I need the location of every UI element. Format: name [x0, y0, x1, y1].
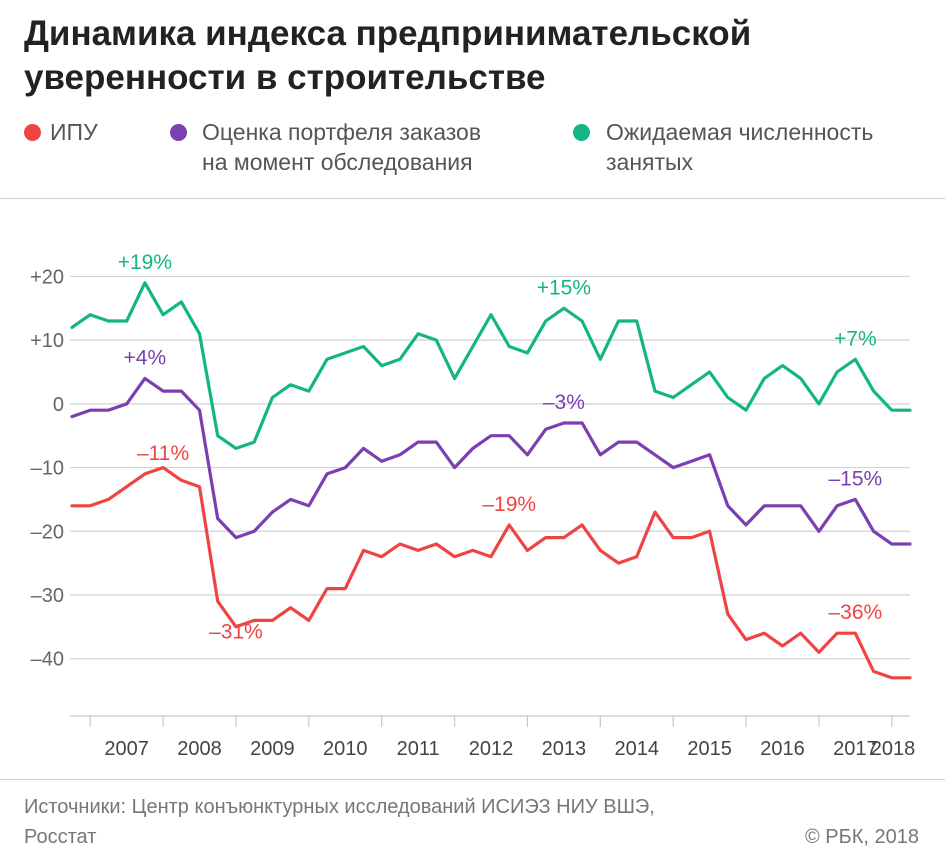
y-tick-label: –20	[31, 521, 64, 543]
data-label: –11%	[137, 442, 189, 465]
x-tick-label: 2016	[760, 738, 805, 760]
data-label: –3%	[543, 391, 585, 414]
y-tick-label: +20	[30, 266, 64, 288]
legend-label-employment-line-2: занятых	[606, 149, 694, 175]
data-label: –19%	[482, 493, 536, 516]
line-chart: +20 +10 0 –10 –20 –30 –40 2007 2008 2009 2010 2011…	[30, 251, 915, 760]
data-annotations: +19% +15% +7% +4% –3% –15% –11% –31% –19% –36%	[118, 251, 882, 644]
legend-label-employment: Ожидаемая численность занятых	[606, 117, 873, 177]
legend-marker-employment	[573, 124, 590, 141]
legend-label-orders-line-2: на момент обследования	[202, 149, 473, 175]
legend-label-ipu: ИПУ	[50, 117, 98, 147]
chart-title-line-2: уверенности в строительстве	[24, 58, 546, 97]
legend-label-orders: Оценка портфеля заказов на момент обслед…	[202, 117, 481, 177]
x-tick-label: 2009	[250, 738, 295, 760]
x-tick-label: 2011	[397, 738, 440, 760]
y-tick-label: –40	[31, 649, 64, 671]
x-tick-label: 2014	[614, 738, 659, 760]
source-line-1: Источники: Центр конъюнктурных исследова…	[24, 796, 655, 818]
series-line-1	[70, 376, 912, 546]
legend-label-orders-line-1: Оценка портфеля заказов	[202, 119, 482, 145]
x-tick-label: 2007	[104, 738, 149, 760]
y-axis-labels: +20 +10 0 –10 –20 –30 –40	[30, 266, 64, 670]
x-tick-label: 2008	[177, 738, 222, 760]
chart-title-line-1: Динамика индекса предпринимательской	[24, 14, 752, 53]
data-label: –15%	[828, 467, 882, 490]
bottom-divider	[0, 779, 945, 780]
source-line-2: Росстат	[24, 826, 97, 848]
data-label: +7%	[834, 327, 877, 350]
x-tick-label: 2010	[323, 738, 368, 760]
data-label: +4%	[124, 346, 167, 369]
data-label: +15%	[537, 276, 591, 299]
series-lines	[70, 281, 912, 680]
x-tick-label: 2017	[833, 738, 878, 760]
legend-label-ipu-line-1: ИПУ	[50, 119, 98, 145]
legend-marker-orders	[170, 124, 187, 141]
x-tick-label: 2015	[687, 738, 732, 760]
x-axis-ticks	[89, 716, 893, 727]
copyright: © РБК, 2018	[804, 826, 919, 848]
y-tick-label: –30	[31, 585, 64, 607]
data-label: +19%	[118, 251, 172, 274]
series-line-2	[70, 281, 912, 450]
legend-marker-ipu	[24, 124, 41, 141]
y-tick-label: +10	[30, 330, 64, 352]
legend-label-employment-line-1: Ожидаемая численность	[606, 119, 874, 145]
data-label: –36%	[828, 601, 882, 624]
x-axis-labels: 2007 2008 2009 2010 2011 2012 2013 2014 2015 2016…	[104, 738, 915, 760]
top-divider	[0, 198, 945, 199]
x-tick-label: 2013	[542, 738, 587, 760]
y-tick-label: –10	[31, 458, 64, 480]
x-tick-label: 2018	[871, 738, 916, 760]
source-note: Источники: Центр конъюнктурных исследова…	[24, 792, 655, 852]
y-tick-label: 0	[53, 394, 64, 416]
chart-title: Динамика индекса предпринимательской уве…	[24, 12, 924, 100]
series-line-0	[70, 466, 912, 680]
data-label: –31%	[209, 620, 263, 643]
x-tick-label: 2012	[469, 738, 514, 760]
